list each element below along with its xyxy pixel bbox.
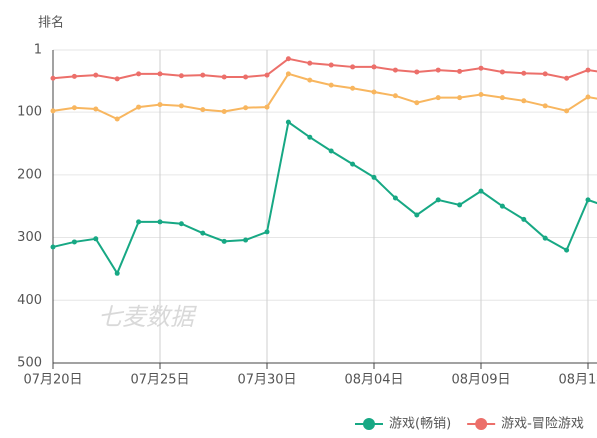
point xyxy=(93,72,99,78)
point xyxy=(478,188,484,194)
point xyxy=(414,69,420,75)
point xyxy=(71,73,77,79)
point xyxy=(71,239,77,245)
point xyxy=(178,103,184,109)
point xyxy=(585,94,591,100)
point xyxy=(435,95,441,101)
point xyxy=(371,174,377,180)
point xyxy=(114,76,120,82)
x-tick-label: 08月09日 xyxy=(451,373,510,388)
point xyxy=(178,73,184,79)
point xyxy=(435,197,441,203)
point xyxy=(457,95,463,101)
point xyxy=(521,70,527,76)
point xyxy=(264,229,270,235)
point xyxy=(307,134,313,140)
point xyxy=(285,71,291,77)
point xyxy=(392,195,398,201)
point xyxy=(392,67,398,73)
point xyxy=(243,105,249,111)
point xyxy=(264,72,270,78)
legend-marker xyxy=(475,418,488,430)
legend-marker xyxy=(363,418,375,430)
point xyxy=(71,105,77,111)
point xyxy=(136,219,142,225)
point xyxy=(585,67,591,73)
point xyxy=(221,238,227,244)
point xyxy=(178,221,184,227)
x-tick-label: 08月14日 xyxy=(558,373,597,388)
y-tick-label: 400 xyxy=(17,293,42,308)
point xyxy=(285,119,291,125)
point xyxy=(414,212,420,218)
watermark: 七麦数据 xyxy=(98,303,197,331)
point xyxy=(564,75,570,81)
point xyxy=(350,64,356,70)
point xyxy=(478,92,484,98)
point xyxy=(157,71,163,77)
point xyxy=(328,148,334,154)
point xyxy=(585,197,591,203)
point xyxy=(50,244,56,250)
point xyxy=(542,235,548,241)
point xyxy=(350,161,356,167)
y-tick-label: 1 xyxy=(34,43,42,58)
point xyxy=(93,106,99,112)
series-line xyxy=(52,120,597,276)
point xyxy=(564,247,570,253)
point xyxy=(564,108,570,114)
point xyxy=(542,71,548,77)
point xyxy=(157,102,163,108)
point xyxy=(499,69,505,75)
point xyxy=(50,75,56,81)
point xyxy=(243,74,249,80)
y-tick-label: 100 xyxy=(17,105,42,120)
point xyxy=(200,230,206,236)
point xyxy=(371,64,377,70)
point xyxy=(285,56,291,62)
point xyxy=(200,72,206,78)
point xyxy=(200,107,206,113)
point xyxy=(328,62,334,68)
x-tick-label: 07月30日 xyxy=(237,373,296,388)
point xyxy=(136,104,142,110)
point xyxy=(457,202,463,208)
point xyxy=(157,219,163,225)
point xyxy=(114,116,120,122)
y-axis-title: 排名 xyxy=(38,15,64,31)
x-tick-label: 07月20日 xyxy=(23,373,82,388)
point xyxy=(521,98,527,104)
point xyxy=(521,216,527,222)
point xyxy=(136,71,142,77)
point xyxy=(328,82,334,88)
point xyxy=(307,60,313,66)
point xyxy=(350,85,356,91)
point xyxy=(478,65,484,71)
series-line xyxy=(52,57,597,80)
point xyxy=(499,203,505,209)
point xyxy=(392,93,398,99)
point xyxy=(371,89,377,95)
y-tick-label: 300 xyxy=(17,230,42,245)
y-tick-label: 200 xyxy=(17,167,42,182)
point xyxy=(264,104,270,110)
point xyxy=(457,68,463,74)
y-tick-label: 500 xyxy=(17,356,42,371)
point xyxy=(499,95,505,101)
x-tick-label: 08月04日 xyxy=(344,373,403,388)
point xyxy=(414,100,420,106)
legend-label: 游戏-冒险游戏 xyxy=(501,417,584,432)
point xyxy=(307,77,313,83)
point xyxy=(93,236,99,242)
point xyxy=(221,74,227,80)
point xyxy=(435,67,441,73)
point xyxy=(50,108,56,114)
point xyxy=(114,270,120,276)
point xyxy=(243,237,249,243)
legend-label: 游戏(畅销) xyxy=(389,417,451,432)
point xyxy=(221,108,227,114)
point xyxy=(542,103,548,109)
x-tick-label: 07月25日 xyxy=(130,373,189,388)
